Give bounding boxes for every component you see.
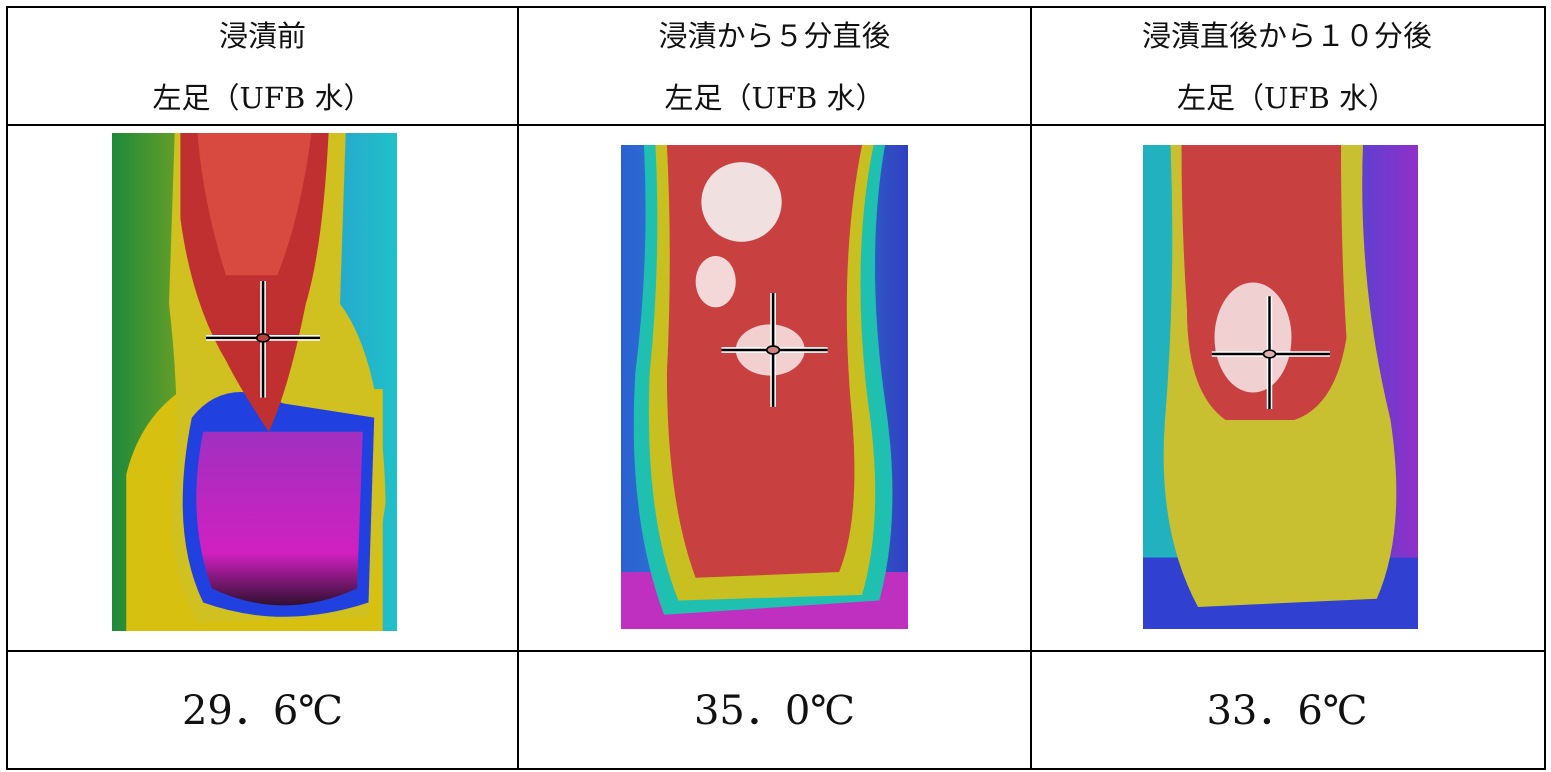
column-title: 浸漬から５分直後 (658, 19, 891, 53)
column-title: 浸漬前 (218, 19, 306, 53)
header-cell: 浸漬直後から１０分後 左足（UFB 水） (1032, 18, 1542, 116)
column-title: 浸漬直後から１０分後 (1141, 19, 1432, 53)
column-divider (517, 6, 519, 768)
column-subtitle: 左足（UFB 水） (1176, 81, 1398, 115)
column-divider (1030, 6, 1032, 768)
thermal-image (1143, 145, 1418, 629)
thermal-image (112, 133, 397, 631)
temperature: 29．6℃ (181, 688, 344, 734)
column-subtitle: 左足（UFB 水） (152, 81, 373, 115)
thermal-image (621, 145, 908, 629)
row-divider (6, 650, 1544, 652)
temperature: 33．6℃ (1206, 688, 1368, 734)
table-border (6, 6, 1546, 770)
header-cell: 浸漬から５分直後 左足（UFB 水） (519, 18, 1030, 116)
column-subtitle: 左足（UFB 水） (664, 81, 885, 115)
temperature: 35．0℃ (693, 688, 856, 734)
header-cell: 浸漬前 左足（UFB 水） (8, 18, 517, 116)
row-divider (6, 124, 1544, 126)
